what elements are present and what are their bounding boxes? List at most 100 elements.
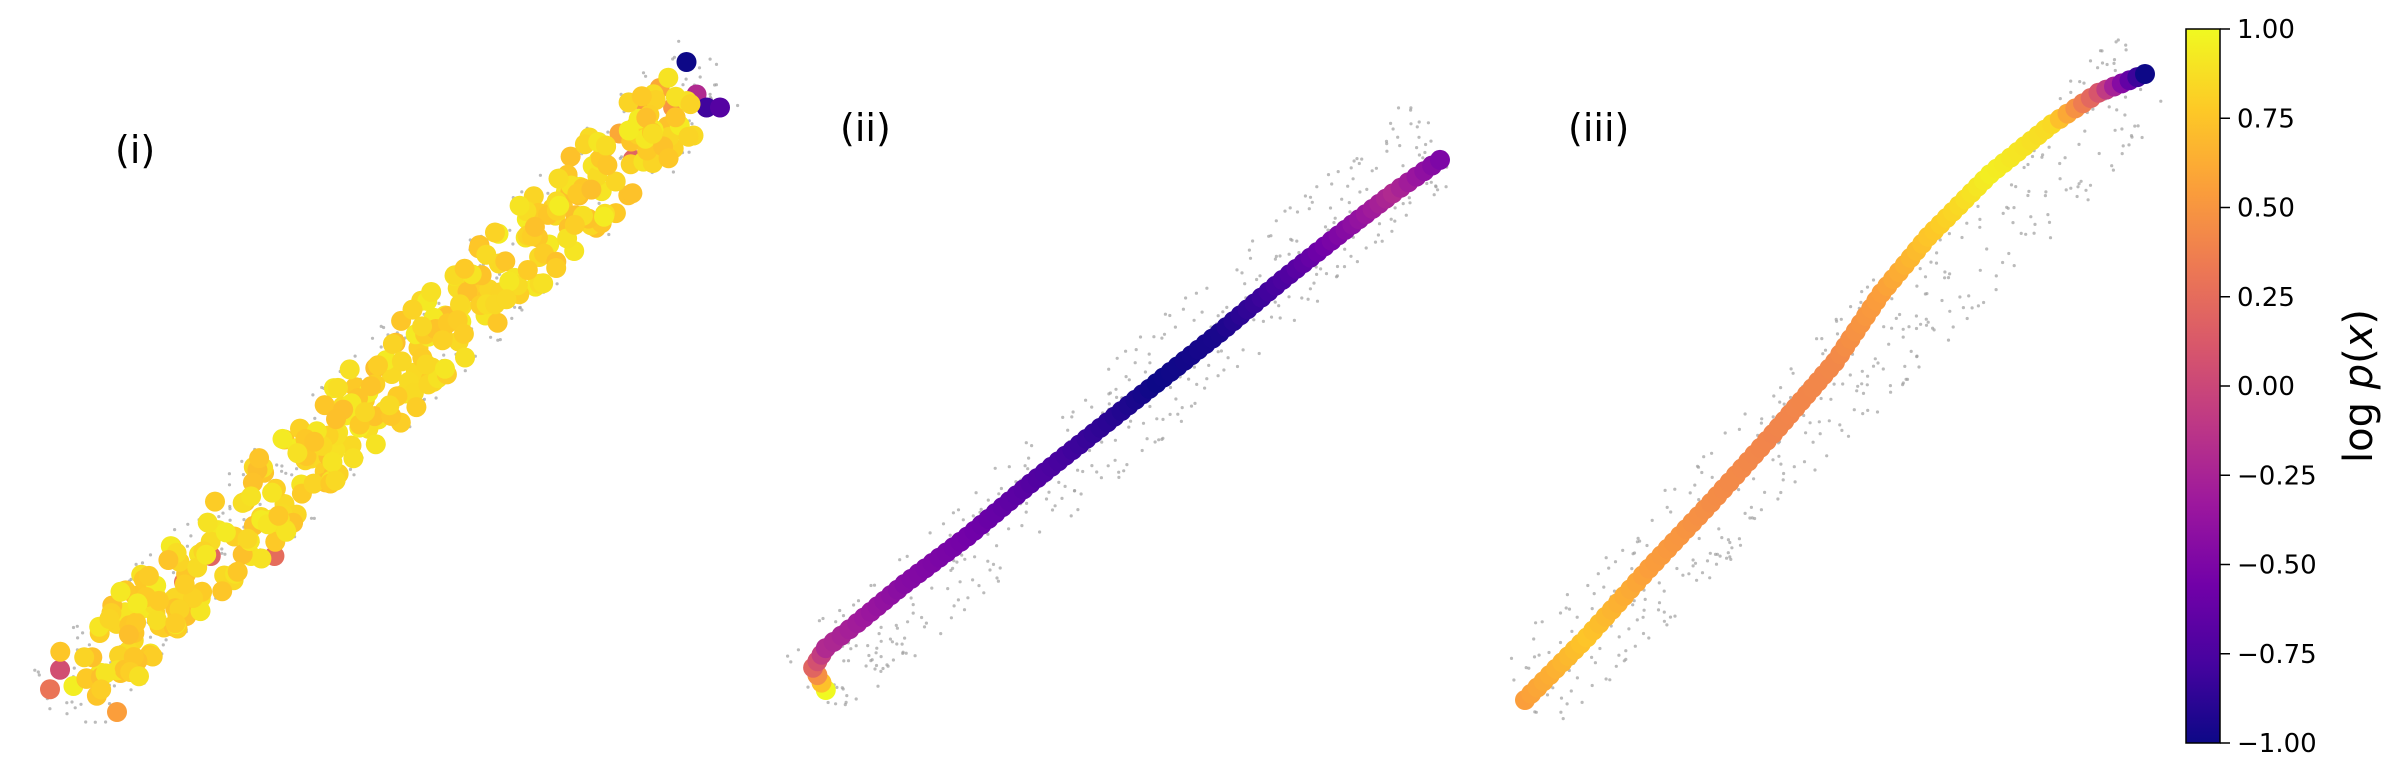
background-point [1890, 326, 1894, 330]
background-point [1160, 336, 1164, 340]
background-point [806, 685, 810, 689]
colorbar-tick-label: 0.00 [2237, 372, 2295, 402]
background-point [1856, 384, 1860, 388]
background-point [1752, 477, 1756, 481]
data-point [485, 222, 505, 243]
data-point [412, 316, 433, 337]
background-point [312, 516, 316, 521]
background-point [2112, 58, 2117, 62]
background-point [1203, 386, 1207, 390]
background-point [1832, 382, 1836, 386]
background-point [2011, 221, 2015, 225]
background-point [370, 336, 375, 340]
background-point [1391, 127, 1395, 131]
background-point [217, 515, 221, 519]
background-point [1163, 312, 1167, 316]
background-point [874, 651, 878, 655]
background-point [1161, 436, 1165, 440]
background-point [1258, 274, 1262, 278]
background-point [1113, 438, 1117, 442]
data-point [241, 486, 262, 507]
background-point [1633, 644, 1637, 648]
background-point [1726, 551, 1730, 555]
background-point [1820, 337, 1824, 341]
data-point [597, 155, 618, 176]
background-point [221, 511, 225, 515]
background-point [1656, 608, 1661, 612]
background-point [1335, 274, 1339, 278]
background-point [1593, 661, 1597, 665]
background-point [1737, 427, 1741, 431]
panel-label-3: (iii) [1568, 106, 1629, 150]
background-point [1951, 325, 1955, 329]
background-point [1527, 666, 1531, 670]
data-point [95, 663, 116, 684]
background-point [1914, 326, 1919, 331]
colored-points-1 [40, 52, 730, 722]
curve-markers-3 [1515, 64, 2155, 710]
background-point [1352, 159, 1356, 163]
colorbar: 1.00 0.75 0.50 0.25 0.00 −0.25 −0.50 −0.75 −1.00… [2185, 15, 2382, 759]
background-point [870, 658, 874, 662]
background-point [866, 644, 870, 648]
background-point [1532, 637, 1536, 641]
background-point [1697, 536, 1701, 541]
background-point [513, 305, 517, 309]
background-point [1931, 326, 1935, 330]
background-point [1114, 387, 1118, 391]
background-point [1687, 572, 1691, 576]
background-point [1630, 567, 1634, 571]
background-point [1261, 319, 1265, 323]
background-point [1943, 276, 1947, 280]
data-point [622, 183, 643, 204]
background-point [874, 663, 879, 668]
background-point [2069, 186, 2073, 190]
background-point [1277, 304, 1281, 308]
background-point [789, 660, 793, 664]
data-point [495, 251, 516, 272]
background-point [856, 599, 861, 603]
data-point [549, 195, 570, 216]
background-point [1693, 561, 1698, 565]
background-point [1401, 202, 1405, 206]
data-point [665, 107, 686, 128]
background-point [867, 653, 871, 658]
background-point [2033, 222, 2037, 226]
background-point [1925, 292, 1929, 296]
background-point [977, 584, 981, 588]
data-point [50, 659, 71, 680]
data-point [227, 561, 248, 582]
data-point [517, 260, 538, 280]
background-point [1840, 428, 1844, 432]
background-point [1976, 304, 1980, 308]
background-point [1373, 240, 1378, 244]
background-point [1030, 444, 1034, 448]
data-point [642, 123, 663, 144]
background-point [1926, 320, 1930, 324]
background-point [1614, 664, 1618, 668]
data-point [314, 395, 335, 416]
background-point [1887, 342, 1891, 346]
background-point [1267, 234, 1271, 238]
background-point [1340, 197, 1344, 201]
background-point [901, 650, 905, 654]
background-point [311, 393, 315, 397]
background-point [1737, 537, 1741, 541]
background-point [1647, 636, 1651, 640]
background-point [1901, 383, 1905, 387]
data-point [205, 491, 225, 512]
background-point [1417, 120, 1421, 124]
background-point [2127, 143, 2131, 147]
background-point [1947, 232, 1951, 236]
background-point [1860, 382, 1864, 386]
background-point [1534, 621, 1538, 625]
background-point [434, 396, 438, 400]
background-point [1907, 325, 1911, 329]
background-point [1148, 361, 1152, 365]
background-point [1216, 314, 1220, 318]
background-point [922, 625, 927, 629]
background-point [905, 554, 909, 559]
background-point [1216, 350, 1220, 354]
background-point [1243, 282, 1247, 286]
background-point [708, 57, 712, 61]
